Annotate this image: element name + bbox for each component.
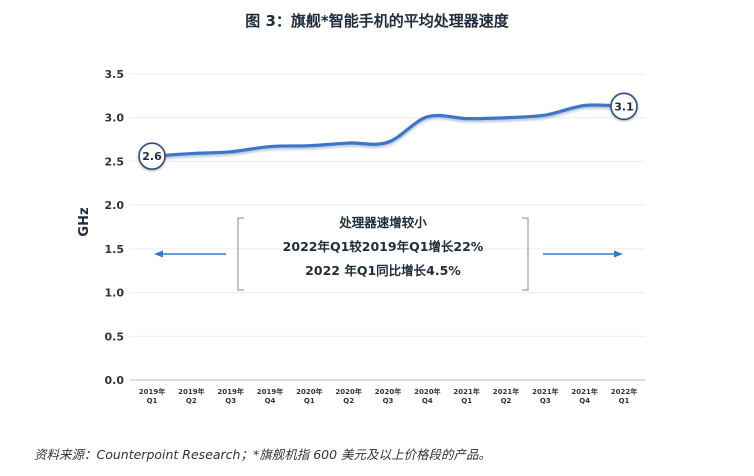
x-tick-label: Q2 <box>186 397 197 405</box>
x-tick-label: 2019年 <box>217 387 243 396</box>
left-arrow-head <box>154 250 163 258</box>
data-label: 2.6 <box>142 150 162 163</box>
annotation-text: 处理器速增较小 <box>338 215 427 230</box>
y-tick-label: 1.0 <box>105 287 125 300</box>
y-tick-label: 1.5 <box>105 243 125 256</box>
annotation-layer: 2.6 3.1 处理器速增较小 2022年Q1较2019年Q1增长22% 2022 年Q… <box>138 92 638 291</box>
end-value-bubble: 3.1 <box>610 92 638 121</box>
x-tick-label: Q1 <box>619 397 630 405</box>
x-tick-label: Q4 <box>265 397 276 405</box>
x-tick-label: 2020年 <box>375 387 401 396</box>
x-tick-label: 2021年 <box>532 387 558 396</box>
x-tick-label: 2019年 <box>139 387 165 396</box>
y-tick-label: 3.5 <box>105 68 125 81</box>
x-tick-label: 2019年 <box>178 387 204 396</box>
x-tick-label: 2022年 <box>611 387 637 396</box>
x-tick-label: 2020年 <box>296 387 322 396</box>
x-tick-label: 2021年 <box>571 387 597 396</box>
x-tick-label: 2020年 <box>414 387 440 396</box>
data-label: 3.1 <box>614 100 634 113</box>
y-tick-label: 2.0 <box>105 199 125 212</box>
series-layer <box>150 103 626 158</box>
x-tick-label: Q3 <box>540 397 551 405</box>
bracket-right <box>522 217 529 291</box>
source-note: 资料来源：Counterpoint Research；*旗舰机指 600 美元及… <box>34 447 492 462</box>
x-tick-label: Q2 <box>501 397 512 405</box>
gridlines <box>130 73 645 381</box>
x-tick-label: Q1 <box>461 397 472 405</box>
start-value-bubble: 2.6 <box>138 142 166 170</box>
y-axis-ticks: 0.0 0.5 1.0 1.5 2.0 2.5 3.0 3.5 <box>105 68 125 387</box>
y-tick-label: 0.5 <box>105 330 125 343</box>
bracket-left <box>237 217 244 291</box>
x-tick-label: Q1 <box>147 397 158 405</box>
label-circle <box>610 92 638 121</box>
x-tick-label: Q2 <box>343 397 354 405</box>
annotation-text: 2022年Q1较2019年Q1增长22% <box>283 239 484 254</box>
y-tick-label: 0.0 <box>105 374 125 387</box>
x-tick-label: Q3 <box>383 397 394 405</box>
x-tick-label: 2019年 <box>257 387 283 396</box>
x-tick-label: 2020年 <box>335 387 361 396</box>
y-axis-label: GHz <box>77 207 92 236</box>
x-tick-label: Q4 <box>579 397 590 405</box>
x-tick-label: Q3 <box>225 397 236 405</box>
x-tick-label: Q4 <box>422 397 433 405</box>
label-circle <box>138 142 166 170</box>
chart-title: 图 3：旗舰*智能手机的平均处理器速度 <box>245 12 509 30</box>
y-tick-label: 3.0 <box>105 112 125 125</box>
chart-svg: 0.00.51.01.52.02.53.03.5 2019年Q12019年Q22… <box>77 68 645 405</box>
series-line <box>150 103 626 158</box>
right-arrow-head <box>614 250 623 258</box>
x-axis-ticks: 2019年Q12019年Q22019年Q32019年Q42020年Q12020年… <box>139 387 637 405</box>
y-tick-label: 2.5 <box>105 155 125 168</box>
x-tick-label: Q1 <box>304 397 315 405</box>
x-tick-label: 2021年 <box>453 387 479 396</box>
annotation-text: 2022 年Q1同比增长4.5% <box>305 263 461 278</box>
x-tick-label: 2021年 <box>493 387 519 396</box>
